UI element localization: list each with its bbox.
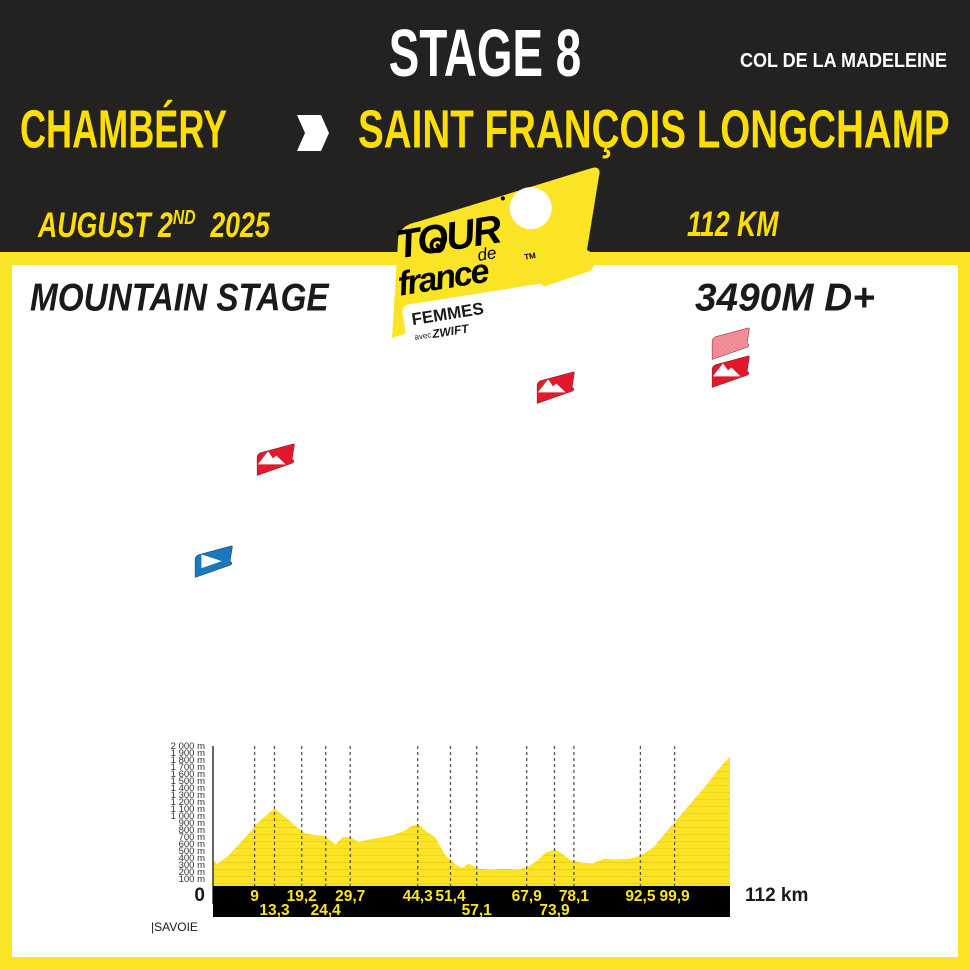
svg-text:TM: TM bbox=[524, 251, 537, 262]
